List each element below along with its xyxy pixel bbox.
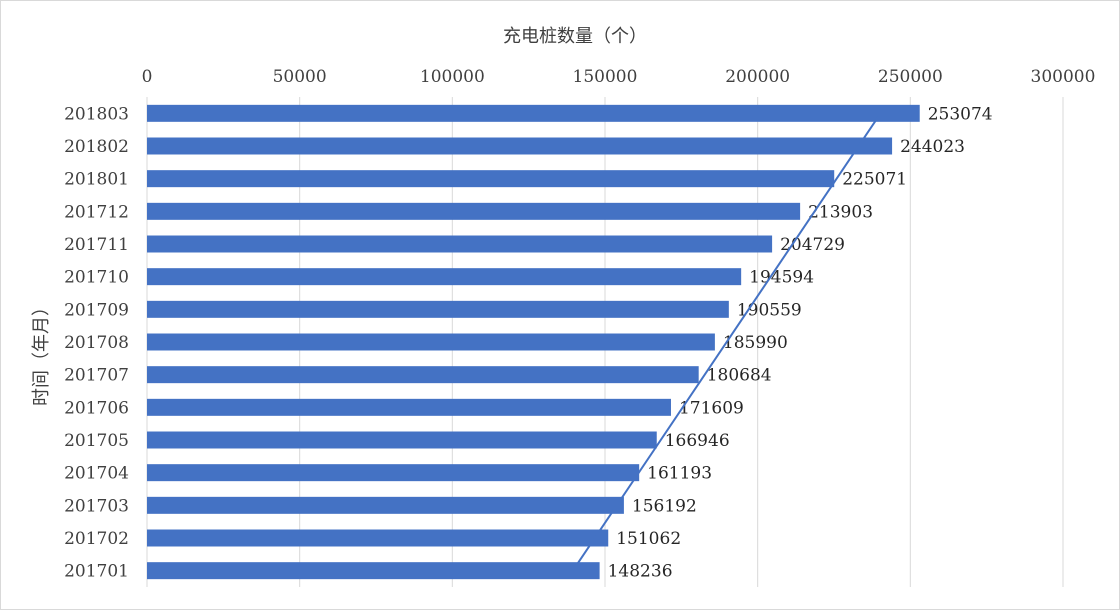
x-tick-label: 50000	[273, 67, 327, 87]
bar-201801	[147, 170, 835, 188]
bar-201710	[147, 268, 742, 286]
bar-201704	[147, 464, 640, 482]
category-label: 201709	[64, 300, 129, 320]
x-axis-title: 充电桩数量（个）	[503, 26, 647, 47]
data-label: 151062	[616, 529, 681, 549]
bar-201705	[147, 431, 657, 449]
bar-201708	[147, 333, 715, 351]
data-label: 166946	[665, 431, 730, 451]
category-label: 201705	[64, 431, 129, 451]
data-label: 213903	[808, 202, 873, 222]
bar-201712	[147, 202, 801, 220]
y-axis-title: 时间（年月）	[31, 298, 52, 406]
x-tick-label: 150000	[573, 67, 638, 87]
category-labels: 201803 201802 201801 201712 201711 201710 2017…	[64, 104, 129, 581]
data-label: 204729	[780, 235, 845, 255]
x-tick-label: 100000	[420, 67, 485, 87]
data-label: 225071	[842, 170, 907, 190]
data-label: 190559	[737, 300, 802, 320]
data-label: 171609	[679, 398, 744, 418]
bar-201709	[147, 300, 729, 318]
data-label: 194594	[749, 268, 814, 288]
category-label: 201702	[64, 529, 129, 549]
data-labels: 253074 244023 225071 213903 204729 194594 1905…	[608, 104, 993, 581]
data-label: 244023	[900, 137, 965, 157]
bar-201702	[147, 529, 609, 547]
category-label: 201708	[64, 333, 129, 353]
data-label: 148236	[608, 562, 673, 582]
data-label: 180684	[707, 366, 772, 386]
category-label: 201706	[64, 398, 129, 418]
bar-201703	[147, 496, 624, 514]
data-label: 253074	[928, 104, 993, 124]
trendline	[571, 112, 882, 572]
category-label: 201711	[64, 235, 129, 255]
category-label: 201712	[64, 202, 129, 222]
category-label: 201701	[64, 562, 129, 582]
category-label: 201703	[64, 496, 129, 516]
data-label: 161193	[647, 464, 712, 484]
x-tick-label: 200000	[725, 67, 790, 87]
trendline-line	[571, 112, 882, 572]
category-label: 201710	[64, 268, 129, 288]
category-label: 201704	[64, 464, 129, 484]
category-label: 201801	[64, 170, 129, 190]
bar-201711	[147, 235, 773, 253]
bar-201707	[147, 366, 699, 384]
bar-201701	[147, 562, 600, 580]
x-tick-label: 0	[142, 67, 153, 87]
category-label: 201707	[64, 366, 129, 386]
x-tick-label: 300000	[1031, 67, 1096, 87]
data-label: 156192	[632, 496, 697, 516]
bar-201802	[147, 137, 893, 155]
x-axis-ticks: 0 50000 100000 150000 200000 250000 300000	[142, 67, 1096, 87]
category-label: 201803	[64, 104, 129, 124]
bar-201803	[147, 104, 920, 122]
category-label: 201802	[64, 137, 129, 157]
x-tick-label: 250000	[878, 67, 943, 87]
bar-201706	[147, 398, 671, 416]
data-label: 185990	[723, 333, 788, 353]
bars	[147, 104, 920, 580]
